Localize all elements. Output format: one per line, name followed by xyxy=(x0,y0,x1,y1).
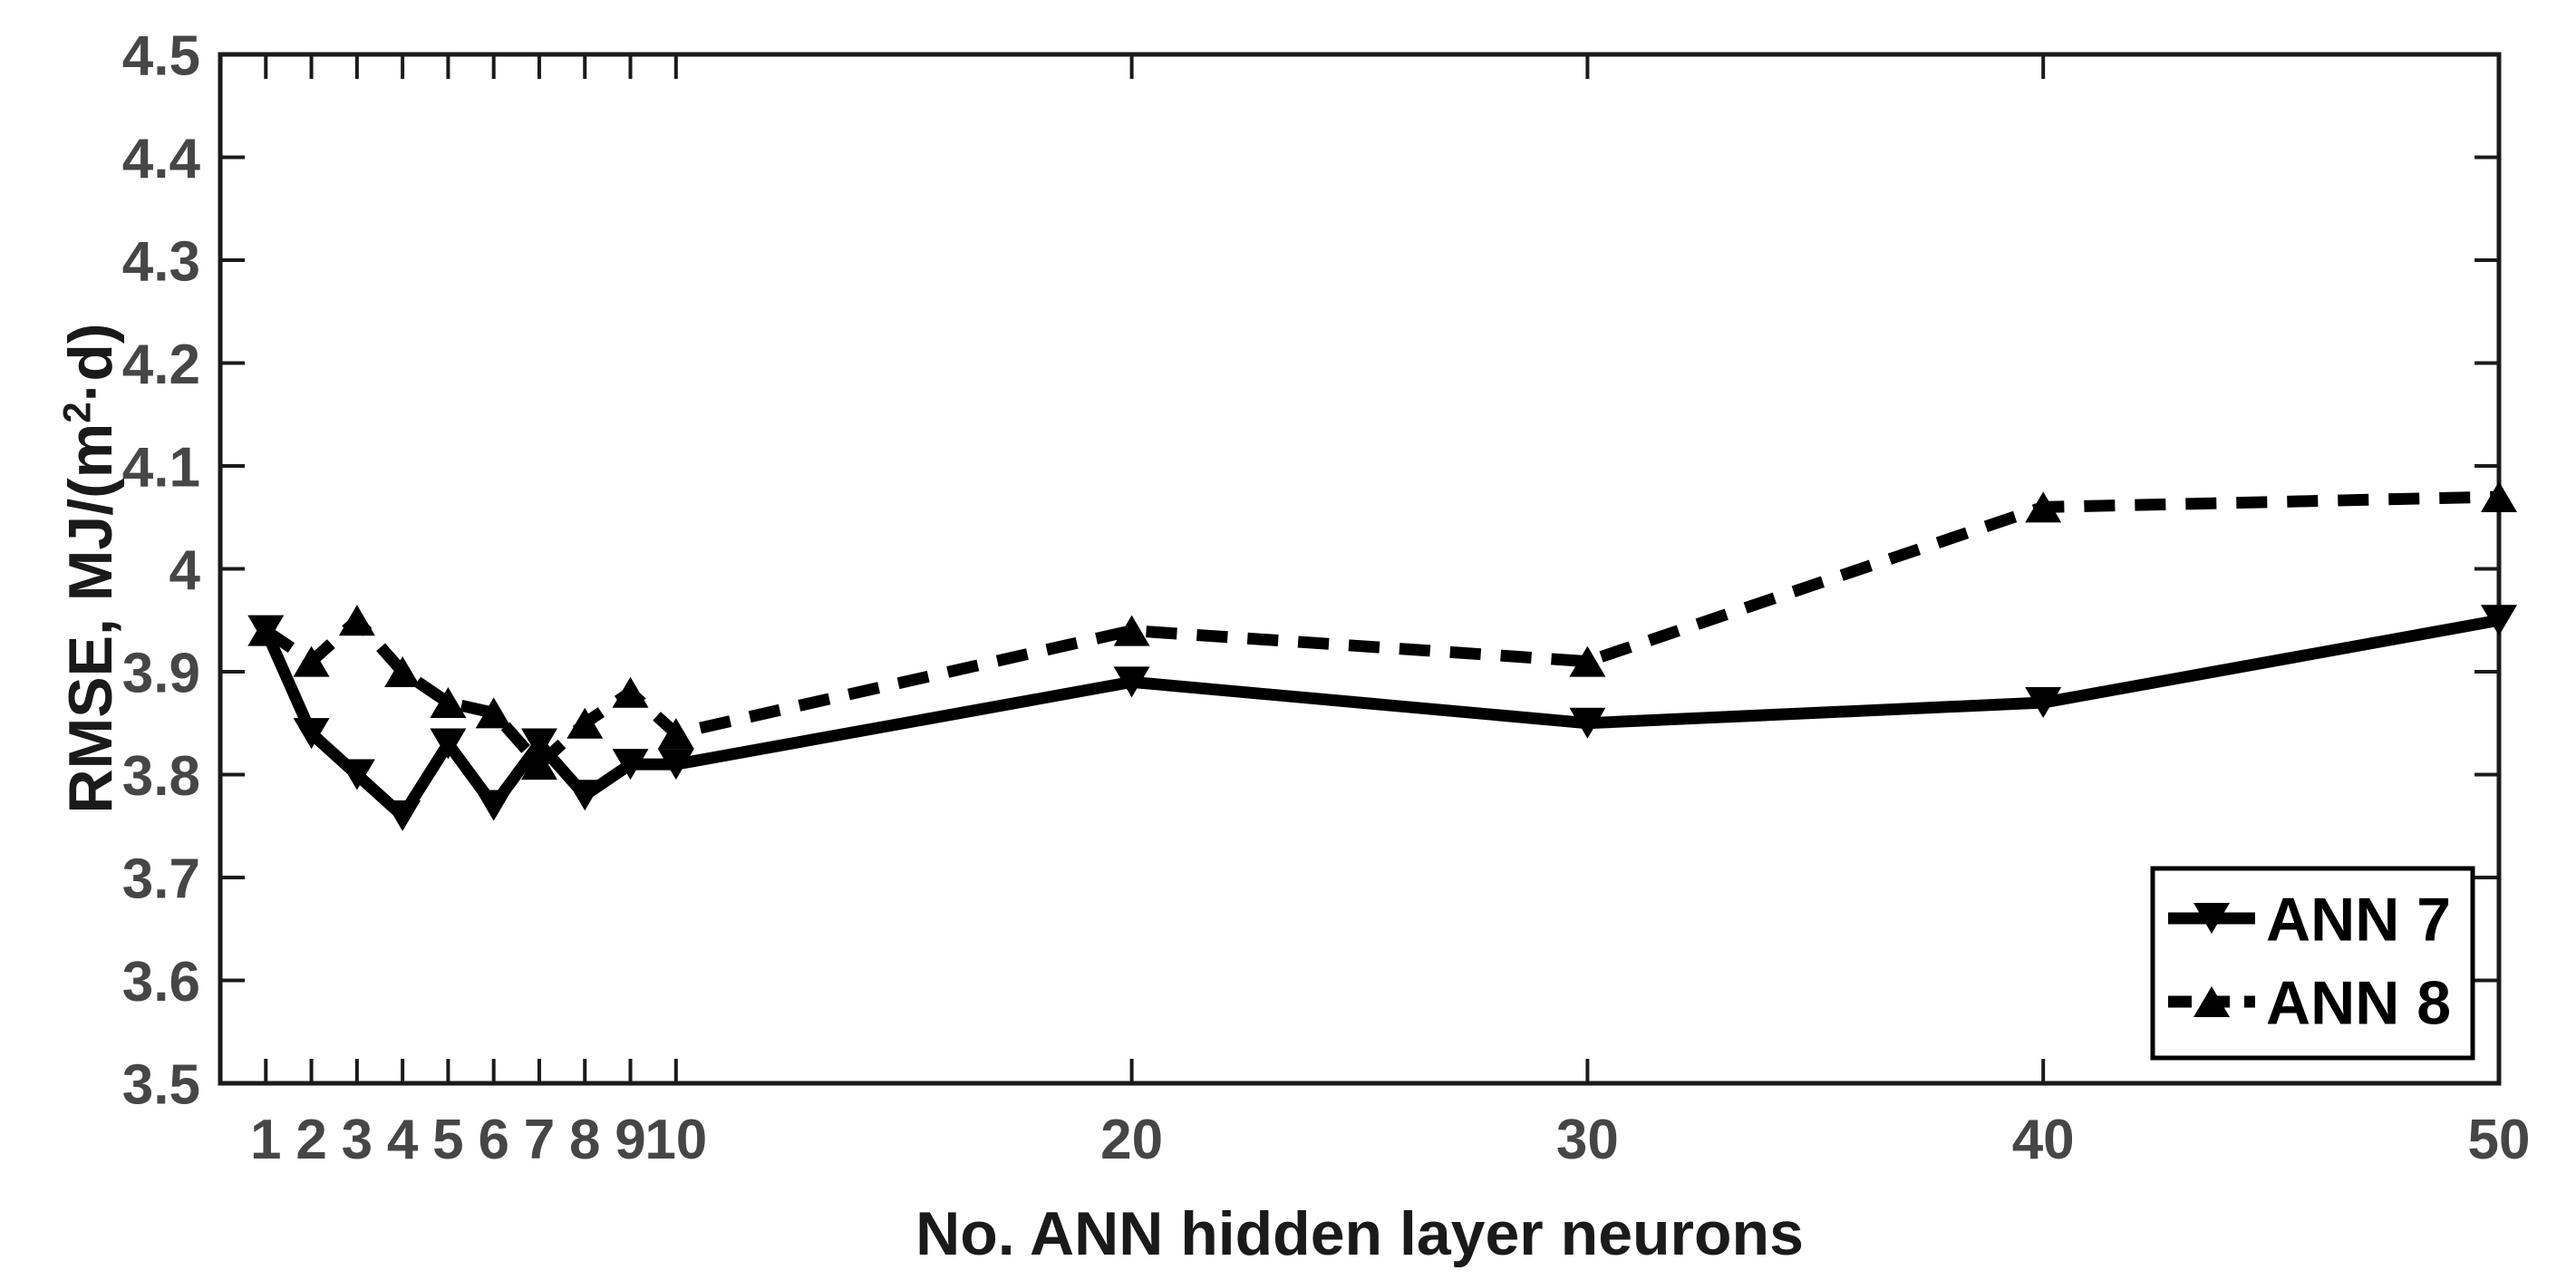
y-axis-tick-label: 4 xyxy=(169,539,201,602)
x-axis-tick-label: 3 xyxy=(342,1109,373,1171)
x-axis-tick-label: 40 xyxy=(2012,1109,2075,1171)
series-ann-7-marker xyxy=(520,728,557,760)
series-ann-7-marker xyxy=(475,790,512,821)
y-axis-tick-label: 4.3 xyxy=(122,230,200,293)
x-axis-tick-label: 20 xyxy=(1100,1109,1163,1171)
series-ann-8-marker xyxy=(1569,645,1606,677)
y-axis-title: RMSE, MJ/(m2·d) xyxy=(55,324,126,814)
x-axis-tick-label: 6 xyxy=(478,1109,508,1171)
y-axis-tick-label: 3.6 xyxy=(122,951,200,1013)
series-ann-7-marker xyxy=(1113,666,1150,698)
y-axis-title-unit: ·d) xyxy=(56,323,125,402)
series-ann-8-marker xyxy=(247,615,285,646)
x-axis-tick-label: 10 xyxy=(644,1109,707,1171)
y-axis-tick-label: 4.1 xyxy=(122,436,200,499)
x-axis-title: No. ANN hidden layer neurons xyxy=(915,1199,1804,1268)
series-ann-7-marker xyxy=(612,749,649,781)
series-ann-7-line xyxy=(260,614,2501,825)
series-ann-7-marker xyxy=(1569,707,1606,739)
x-axis-tick-label: 1 xyxy=(250,1109,281,1171)
x-axis-tick-label: 9 xyxy=(615,1109,645,1171)
series-ann-7-marker xyxy=(567,780,604,811)
legend-marker-triangle-up xyxy=(2193,986,2230,1017)
series-ann-7-marker xyxy=(2025,687,2062,719)
x-axis-tick-label: 7 xyxy=(524,1109,555,1171)
series-ann-8-marker xyxy=(567,707,604,739)
x-axis-tick-label: 30 xyxy=(1556,1109,1619,1171)
y-axis-tick-label: 3.7 xyxy=(122,848,200,910)
x-axis-tick-label: 8 xyxy=(569,1109,600,1171)
series-ann-8-marker xyxy=(293,645,330,677)
series-ann-8-line xyxy=(262,490,2500,773)
series-ann-7-marker xyxy=(430,728,467,760)
x-axis-tick-label: 2 xyxy=(295,1109,326,1171)
y-axis-title-superscript: 2 xyxy=(55,402,99,423)
y-axis-tick-label: 4.2 xyxy=(122,334,200,396)
series-ann-8-marker xyxy=(657,718,694,750)
x-axis-tick-label: 5 xyxy=(432,1109,463,1171)
series-ann-7-marker xyxy=(293,718,330,750)
series-ann-8-marker xyxy=(2025,491,2062,523)
legend-entry-label: ANN 7 xyxy=(2266,885,2451,954)
y-axis-tick-label: 3.9 xyxy=(122,642,200,704)
series-ann-8-marker xyxy=(430,687,467,719)
series-ann-7-marker xyxy=(657,749,694,781)
y-axis-tick-label: 4.5 xyxy=(122,24,200,87)
series-ann-8-marker xyxy=(475,697,512,729)
series-ann-8-marker xyxy=(1113,615,1150,646)
series-ann-8-marker xyxy=(612,676,649,708)
x-axis-tick-label: 4 xyxy=(387,1109,419,1171)
series-ann-7-marker xyxy=(384,800,421,831)
series-ann-8-marker xyxy=(520,749,557,781)
y-axis-tick-label: 4.4 xyxy=(122,128,201,190)
legend-box xyxy=(2150,866,2475,1061)
series-ann-7-marker xyxy=(338,759,375,790)
series-ann-8-marker xyxy=(2481,481,2517,513)
series-ann-8-marker xyxy=(384,656,421,687)
x-axis-tick-label: 50 xyxy=(2468,1109,2531,1171)
legend-entry-label: ANN 8 xyxy=(2266,968,2451,1037)
y-axis-title-text: RMSE, MJ/(m xyxy=(56,422,125,814)
y-axis-tick-label: 3.8 xyxy=(122,745,200,808)
series-ann-8-marker xyxy=(338,605,375,636)
legend-marker-triangle-down xyxy=(2193,903,2230,934)
y-axis-tick-label: 3.5 xyxy=(122,1053,200,1116)
series-ann-7-marker xyxy=(2481,605,2517,636)
